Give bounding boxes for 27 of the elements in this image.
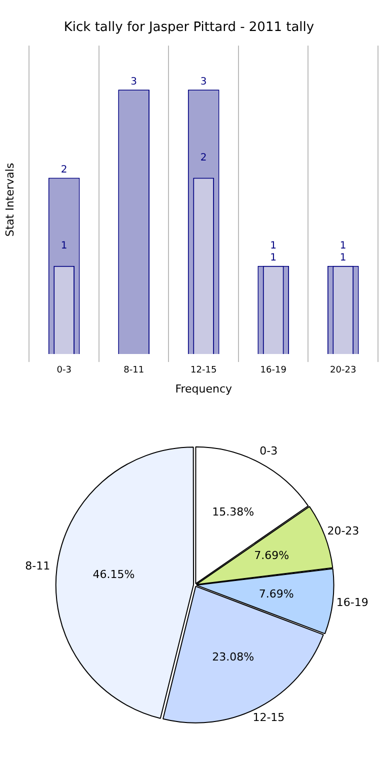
x-tick-label: 12-15 [190, 366, 217, 376]
x-tick-label: 0-3 [56, 366, 72, 376]
data-label: 1 [340, 240, 346, 252]
slice-label: 12-15 [252, 711, 285, 724]
slice-label: 20-23 [327, 524, 360, 538]
chart-title: Kick tally for Jasper Pittard - 2011 tally [64, 20, 314, 36]
data-label: 7.69% [254, 548, 290, 562]
data-label: 23.08% [212, 650, 254, 664]
x-tick-label: 16-19 [260, 366, 287, 376]
data-label: 3 [130, 76, 138, 88]
data-label: 46.15% [92, 568, 135, 581]
x-tick-label: 20-23 [330, 366, 356, 376]
data-label: 2 [200, 152, 207, 164]
data-label: 1 [270, 252, 277, 264]
data-label: 15.38% [212, 505, 254, 518]
data-label: 1 [60, 240, 68, 252]
data-label: 2 [60, 164, 68, 176]
slice-label: 8-11 [25, 560, 50, 573]
data-label: 1 [340, 252, 346, 264]
x-tick-label: 8-11 [124, 366, 144, 376]
x-axis-title: Frequency [175, 382, 232, 396]
data-label: 1 [270, 240, 277, 252]
data-label: 3 [200, 76, 207, 88]
slice-label: 16-19 [336, 596, 368, 609]
y-axis-title: Stat Intervals [3, 162, 16, 237]
data-label: 7.69% [258, 588, 294, 601]
slice-label: 0-3 [260, 444, 278, 458]
